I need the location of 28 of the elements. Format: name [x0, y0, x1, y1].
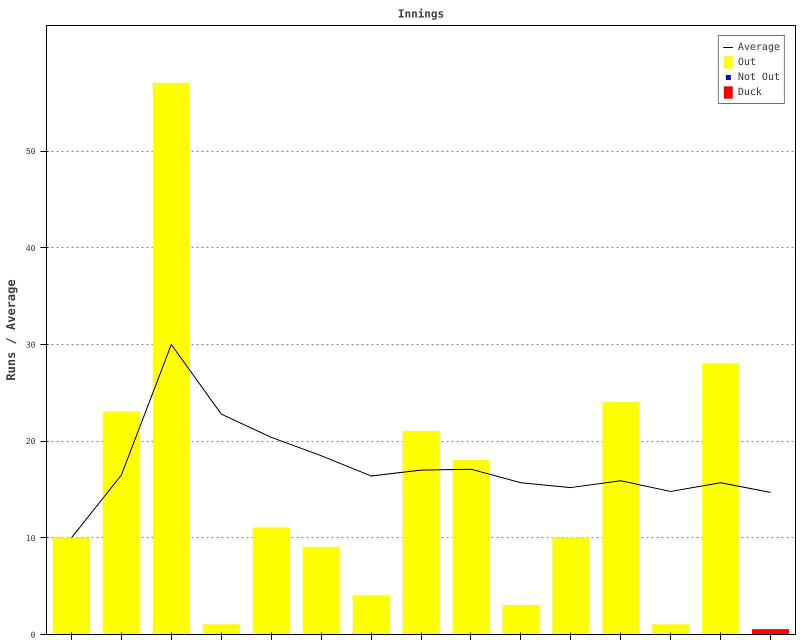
y-axis-title: Runs / Average [4, 279, 18, 381]
legend-label: Average [738, 42, 780, 52]
y-tick-label: 0 [30, 630, 36, 640]
bar [152, 83, 190, 634]
bar [452, 460, 490, 634]
bar [552, 537, 590, 634]
line-series [70, 344, 772, 538]
bar [502, 605, 540, 634]
bar [52, 537, 90, 634]
bar [752, 629, 790, 634]
legend-label: Duck [738, 86, 762, 98]
y-tick-label: 30 [26, 340, 36, 350]
bar [402, 431, 440, 634]
bar [202, 624, 240, 634]
bar [602, 402, 640, 634]
bar [252, 528, 290, 634]
legend-label: Out [738, 56, 757, 68]
bar [102, 412, 140, 634]
y-tick-label: 50 [26, 147, 36, 156]
y-tick-label: 40 [26, 244, 36, 253]
chart-title: Innings [398, 8, 444, 20]
y-tick-label: 20 [26, 437, 36, 446]
legend-label: Not Out [738, 72, 780, 82]
bar [302, 547, 340, 634]
bar [352, 595, 390, 634]
bar [702, 363, 740, 634]
y-tick-label: 10 [26, 534, 36, 543]
bar [652, 624, 690, 634]
